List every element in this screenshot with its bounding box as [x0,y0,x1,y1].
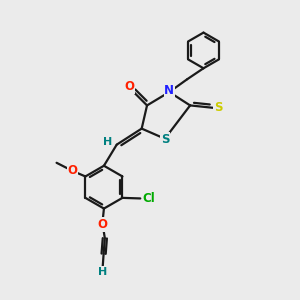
Text: N: N [164,84,174,97]
Text: Cl: Cl [142,192,155,205]
Text: O: O [98,218,107,231]
Text: S: S [161,133,170,146]
Text: H: H [98,267,107,277]
Text: O: O [124,80,134,93]
Text: H: H [103,137,112,147]
Text: S: S [214,101,223,114]
Text: O: O [67,164,77,177]
